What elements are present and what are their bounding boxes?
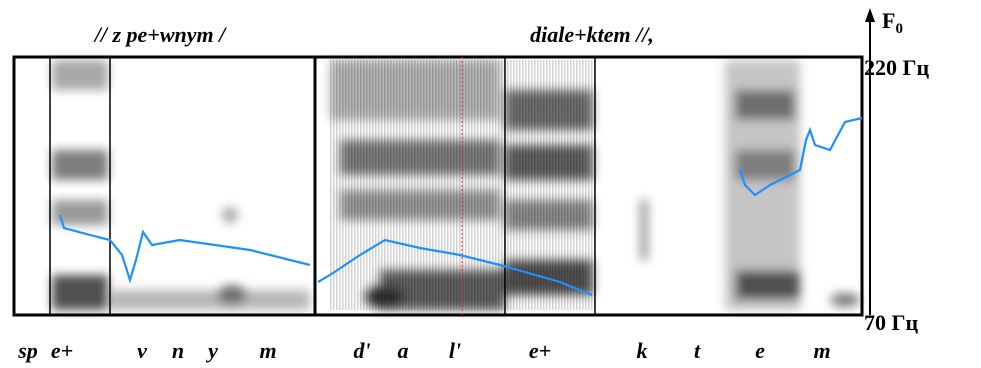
frame xyxy=(12,55,864,317)
segment-label: e+ xyxy=(529,338,551,363)
axis-title-main: F xyxy=(882,8,895,33)
segment-label: y xyxy=(205,338,218,363)
segment-label: a xyxy=(398,338,409,363)
segment-label: v xyxy=(137,338,147,363)
f0-axis xyxy=(865,8,875,315)
axis-title: F0 xyxy=(882,8,903,37)
boundaries xyxy=(49,57,596,315)
phrase-label: // z pe+wnym / xyxy=(93,22,227,47)
segment-label: d' xyxy=(353,338,370,363)
axis-title-sub: 0 xyxy=(895,21,903,37)
segment-label: m xyxy=(259,338,276,363)
axis-top-label: 220 Гц xyxy=(864,55,929,80)
segment-label: l' xyxy=(449,338,461,363)
segment-label: m xyxy=(813,338,830,363)
segment-label: e xyxy=(755,338,765,363)
segment-label: k xyxy=(637,338,648,363)
segment-label: e+ xyxy=(51,338,73,363)
axis-bottom-label: 70 Гц xyxy=(864,310,918,335)
segment-label: sp xyxy=(17,338,38,363)
f0-contour xyxy=(58,116,863,297)
segment-label: t xyxy=(694,338,701,363)
phrase-label: diale+ktem //, xyxy=(530,22,654,47)
segment-labels: sp e+ v n y m d' a l' e+ k t e m xyxy=(17,338,830,363)
segment-label: n xyxy=(172,338,184,363)
